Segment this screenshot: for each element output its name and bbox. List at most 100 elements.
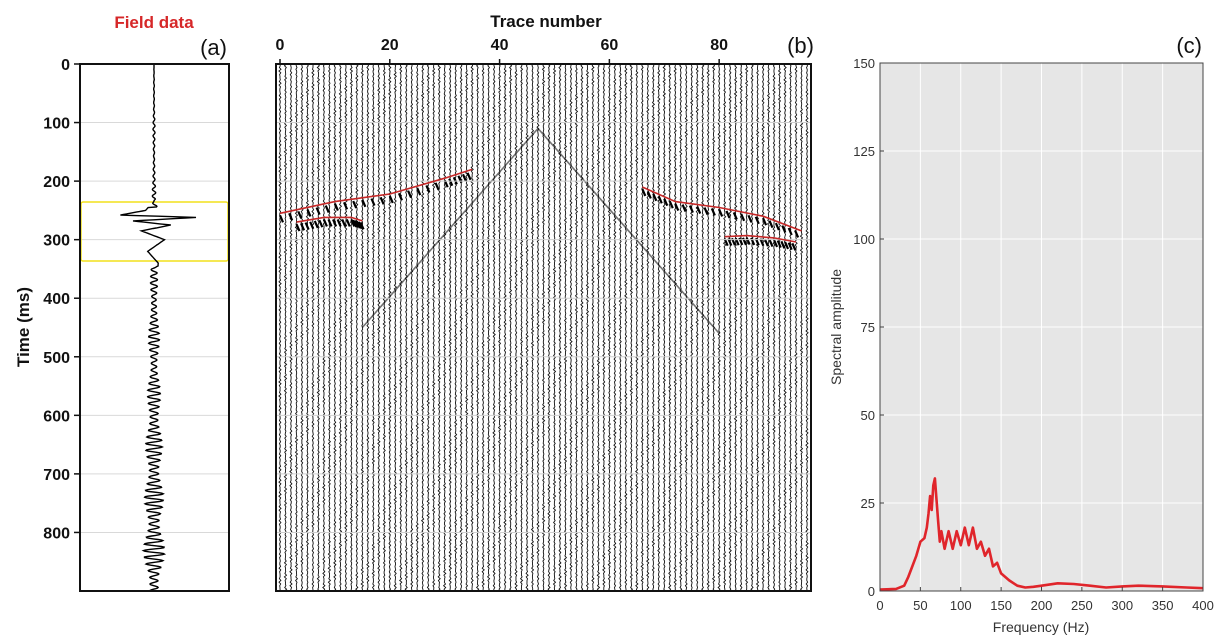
panel-b-arrival-wiggle [357, 221, 363, 230]
panel-b-trace [519, 63, 524, 592]
panel-b-trace [344, 63, 348, 591]
panel-b: Trace number (b) 0 20 40 60 80 [275, 12, 814, 592]
panel-b-trace [508, 63, 513, 592]
panel-b-trace [377, 63, 381, 592]
panel-b-arrival-wiggle [762, 217, 768, 226]
panel-b-arrival-wiggle [318, 219, 324, 228]
panel-b-trace [684, 63, 688, 592]
panel-b-arrival-wiggle [780, 240, 786, 249]
panel-b-arrival-wiggle [725, 210, 731, 219]
panel-b-arrival-wiggle [448, 178, 454, 187]
panel-b-trace [585, 63, 590, 591]
panel-a-frame [79, 63, 230, 592]
panel-b-trace [382, 63, 387, 592]
panel-b-trace [700, 63, 705, 592]
panel-b-arrival-wiggle [674, 203, 680, 212]
panel-b-trace [602, 63, 606, 591]
panel-b-trace [733, 63, 738, 592]
panel-b-trace [322, 63, 326, 592]
panel-b-trace [536, 63, 540, 592]
panel-a-y-ticks: 0 100 200 300 400 500 600 700 800 [43, 57, 80, 542]
panel-a-tick-label: 800 [43, 525, 70, 542]
panel-b-arrival-wiggle [297, 210, 303, 219]
panel-b-arrival-wiggle [295, 223, 301, 232]
panel-b-arrival-wiggle [416, 187, 422, 196]
panel-b-x-ticks: 0 20 40 60 80 [276, 37, 728, 64]
panel-b-event-right-lower [724, 234, 797, 243]
panel-b-trace [486, 63, 491, 592]
panel-b-arrival-wiggle [740, 213, 746, 222]
panel-b-trace [410, 63, 414, 592]
panel-b-trace [333, 63, 337, 592]
panel-b-trace [294, 63, 299, 592]
panel-b-arrival-wiggle [773, 239, 779, 248]
panel-a-ylabel: Time (ms) [14, 287, 33, 367]
panel-b-trace [311, 63, 315, 592]
panel-b-direct-wave [361, 127, 720, 334]
panel-b-event-right-upper [641, 186, 802, 232]
panel-b-trace [580, 63, 584, 592]
panel-b-trace [459, 63, 463, 592]
panel-b-trace [613, 63, 617, 592]
panel-b-arrival-wiggle [350, 218, 356, 227]
panel-b-tick-label: 60 [600, 37, 618, 54]
panel-b-arrival-wiggle [710, 208, 716, 216]
panel-b-trace [657, 63, 661, 592]
panel-b-trace [530, 63, 535, 592]
panel-b-arrival-wiggle [315, 207, 321, 215]
panel-b-arrival-wiggle [309, 221, 315, 230]
panel-c-x-ticks: 0 50 100 150 200 250 300 350 400 [876, 587, 1214, 613]
panel-c: (c) 0 50 100 150 200 250 300 350 400 0 25 50 75 100 1… [828, 33, 1214, 635]
panel-c-xlabel: Frequency (Hz) [993, 619, 1089, 635]
panel-a-tick-label: 600 [43, 408, 70, 425]
panel-b-event-left-upper [279, 168, 473, 215]
panel-b-arrival-wiggle [781, 225, 787, 233]
panel-b-trace [728, 63, 732, 592]
panel-c-ylabel: Spectral amplitude [828, 269, 844, 385]
panel-b-arrival-wiggle [668, 200, 674, 209]
panel-b-arrival-wiggle [333, 203, 339, 212]
panel-b-gridlines [276, 122, 811, 533]
panel-b-arrival-wiggle [388, 195, 394, 204]
panel-b-trace [794, 64, 798, 592]
panel-b-arrival-wiggle [370, 198, 376, 206]
panel-b-trace [783, 63, 787, 592]
panel-b-arrival-wiggle [304, 222, 310, 230]
panel-b-trace [481, 63, 485, 591]
panel-b-arrival-wiggle [738, 237, 744, 246]
panel-b-trace [678, 63, 683, 592]
panel-b-trace [448, 63, 452, 592]
panel-c-x-tick-label: 200 [1031, 598, 1053, 613]
panel-a-tick-label: 0 [61, 57, 70, 74]
panel-b-trace [772, 63, 776, 592]
panel-b-arrival-wiggle [434, 182, 440, 191]
panel-b-arrival-wiggle [718, 209, 724, 217]
panel-b-trace [607, 63, 612, 592]
panel-b-arrival-wiggle [663, 198, 669, 207]
panel-a-trace [120, 64, 197, 592]
panel-b-label: (b) [787, 33, 814, 58]
panel-c-y-tick-label: 100 [853, 232, 875, 247]
panel-b-trace [355, 63, 359, 592]
panel-b-trace [289, 63, 293, 591]
panel-b-trace [525, 63, 529, 592]
panel-b-trace [327, 63, 332, 592]
panel-b-trace [635, 63, 639, 592]
panel-b-tick-label: 40 [491, 37, 509, 54]
panel-a-title: Field data [114, 13, 194, 32]
panel-b-trace [393, 63, 398, 592]
panel-b-event-left-lower [296, 216, 363, 223]
panel-c-y-tick-label: 50 [861, 408, 875, 423]
panel-c-x-tick-label: 250 [1071, 598, 1093, 613]
panel-b-trace [470, 63, 474, 592]
panel-b-trace [437, 63, 441, 592]
panel-b-trace [706, 63, 710, 592]
panel-b-trace [278, 63, 282, 592]
panel-b-arrival-wiggle [322, 218, 328, 227]
panel-c-spectrum-line [879, 477, 1204, 591]
panel-b-arrival-wiggle [466, 172, 472, 181]
panel-b-arrival-wiggle [745, 237, 751, 246]
panel-c-y-tick-label: 150 [853, 56, 875, 71]
panel-b-trace [399, 63, 403, 592]
